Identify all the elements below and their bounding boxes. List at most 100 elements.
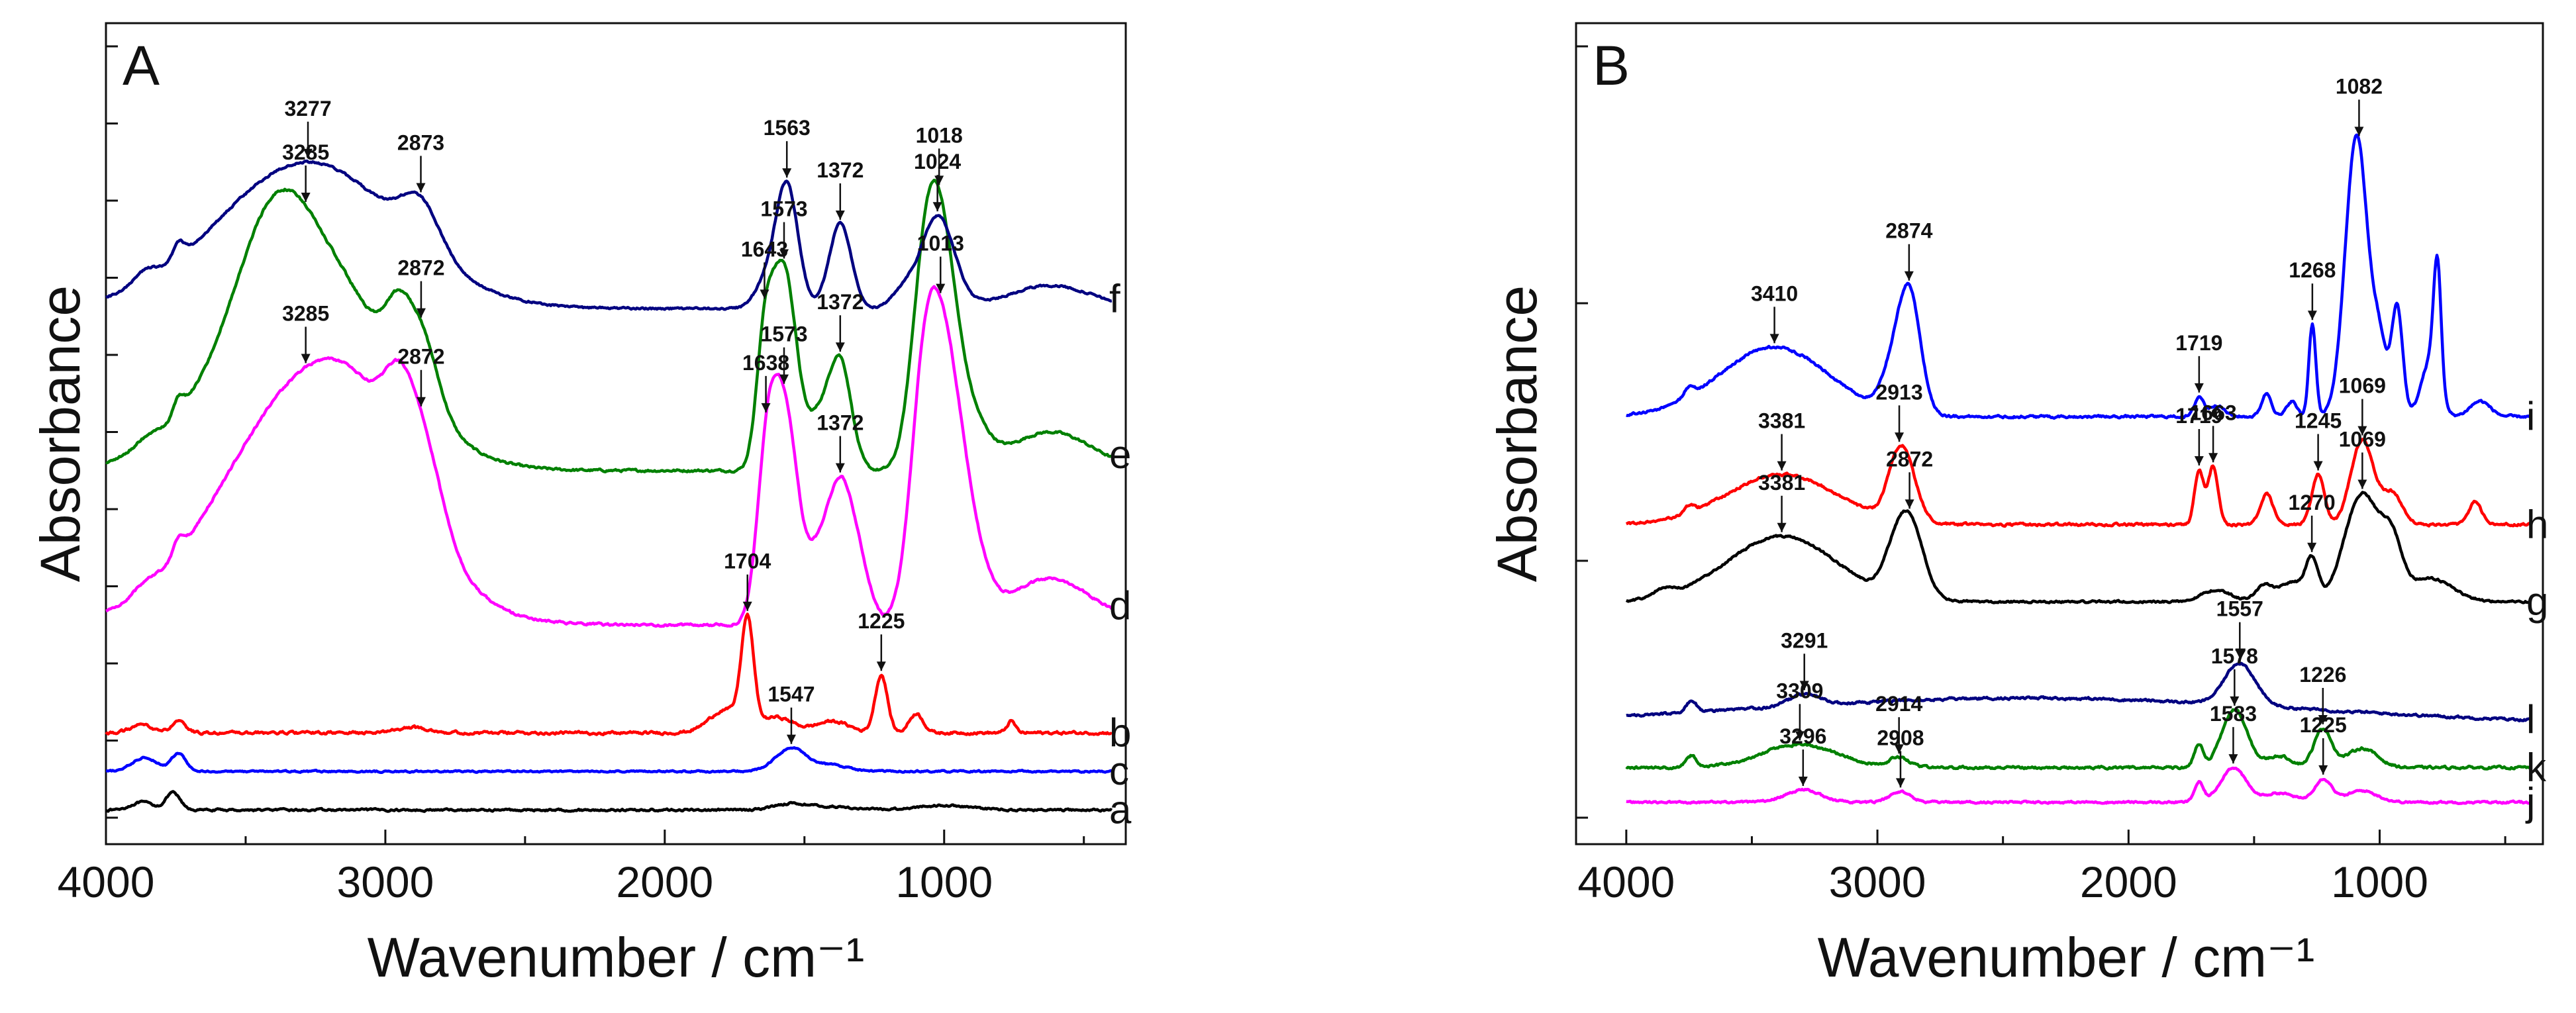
peak-arrowhead — [2318, 714, 2328, 724]
peak-label: 1547 — [768, 683, 815, 706]
x-tick-label: 1000 — [895, 857, 993, 906]
peak-arrowhead — [779, 249, 789, 259]
peak-arrowhead — [2230, 696, 2240, 706]
peak-label: 2873 — [397, 130, 444, 154]
peak-arrowhead — [835, 463, 845, 473]
peak-arrowhead — [2235, 649, 2245, 659]
peak-arrowhead — [932, 202, 942, 212]
panel-b-xlabel: Wavenumber / cm⁻¹ — [1818, 926, 2315, 989]
peak-arrowhead — [416, 183, 426, 193]
peak-label: 1268 — [2289, 258, 2336, 282]
peak-label: 2872 — [1886, 447, 1933, 471]
peak-label: 3410 — [1751, 281, 1798, 305]
panel-a-xlabel: Wavenumber / cm⁻¹ — [368, 926, 865, 989]
peak-label: 1372 — [817, 411, 864, 435]
series-j-line — [1626, 766, 2532, 806]
series-b-label: b — [1109, 710, 1131, 755]
series-f-label: f — [1109, 277, 1120, 321]
peak-label: 1372 — [817, 158, 864, 182]
series-f-line — [105, 159, 1113, 311]
peak-label: 3296 — [1779, 724, 1826, 748]
peak-label: 3309 — [1776, 679, 1823, 702]
peak-label: 1018 — [916, 123, 963, 147]
x-tick-label: 4000 — [58, 857, 155, 906]
x-tick-label: 2000 — [616, 857, 713, 906]
peak-label: 3291 — [1781, 628, 1828, 652]
peak-arrowhead — [301, 354, 311, 363]
panel-a-letter: A — [123, 34, 160, 97]
peak-label: 1563 — [764, 116, 811, 140]
peak-arrowhead — [936, 283, 946, 293]
panel-b-letter: B — [1593, 34, 1630, 97]
peak-arrowhead — [1904, 271, 1914, 281]
peak-arrowhead — [1777, 461, 1787, 471]
peak-label: 1638 — [742, 351, 789, 375]
peak-label: 1573 — [760, 197, 807, 221]
peak-arrowhead — [786, 734, 796, 744]
peak-label: 1719 — [2175, 331, 2222, 355]
series-h-label: h — [2526, 502, 2548, 546]
peak-label: 1578 — [2211, 644, 2258, 668]
peak-arrowhead — [2228, 754, 2238, 764]
series-b-line — [105, 612, 1113, 736]
peak-label: 1719 — [2175, 404, 2222, 428]
peak-label: 1704 — [724, 550, 771, 573]
peak-label: 3277 — [284, 97, 331, 121]
peak-arrowhead — [2194, 456, 2204, 466]
peak-label: 1372 — [817, 290, 864, 314]
peak-label: 2872 — [397, 256, 444, 280]
peak-arrowhead — [1799, 681, 1809, 691]
peak-arrowhead — [301, 192, 311, 202]
x-tick-label: 1000 — [2331, 857, 2428, 906]
peak-label: 2872 — [397, 345, 444, 369]
peak-label: 1643 — [741, 237, 788, 261]
peak-arrowhead — [835, 210, 845, 220]
series-e-label: e — [1109, 432, 1131, 477]
peak-arrowhead — [742, 601, 752, 611]
peak-arrowhead — [835, 342, 845, 352]
peak-label: 1225 — [858, 609, 905, 633]
peak-label: 1583 — [2210, 702, 2257, 726]
peak-arrowhead — [1795, 731, 1805, 741]
series-e-line — [105, 178, 1113, 474]
peak-label: 1069 — [2339, 374, 2386, 398]
series-a-line — [105, 790, 1113, 813]
series-g-line — [1625, 491, 2532, 604]
peak-arrowhead — [1895, 778, 1905, 788]
x-tick-label: 2000 — [2080, 857, 2177, 906]
x-tick-label: 3000 — [1829, 857, 1926, 906]
peak-label: 1270 — [2289, 491, 2336, 514]
peak-arrowhead — [2357, 426, 2367, 436]
peak-arrowhead — [2313, 461, 2323, 471]
peak-arrowhead — [416, 397, 426, 407]
x-tick-label: 3000 — [337, 857, 434, 906]
panel-a-frame — [105, 22, 1127, 845]
peak-arrowhead — [2357, 479, 2367, 489]
peak-arrowhead — [2194, 383, 2204, 393]
peak-arrowhead — [782, 168, 792, 178]
peak-arrowhead — [1895, 432, 1905, 442]
series-k-label: k — [2526, 745, 2547, 789]
peak-label: 3285 — [282, 302, 329, 326]
peak-arrowhead — [2208, 453, 2218, 463]
peak-label: 1245 — [2295, 409, 2342, 433]
series-g-label: g — [2526, 579, 2548, 624]
peak-arrowhead — [303, 148, 313, 158]
series-l-label: l — [2526, 697, 2535, 742]
peak-label: 1082 — [2336, 74, 2383, 98]
peak-label: 1573 — [760, 322, 807, 346]
peak-label: 3381 — [1758, 409, 1805, 433]
series-h-line — [1625, 438, 2531, 528]
peak-label: 2914 — [1875, 692, 1922, 716]
peak-arrowhead — [416, 308, 426, 318]
peak-label: 2874 — [1885, 219, 1932, 243]
series-k-line — [1625, 708, 2532, 771]
series-i-label: i — [2526, 394, 2535, 438]
peak-label: 1557 — [2216, 597, 2263, 621]
peak-label: 3381 — [1758, 471, 1805, 495]
peak-label: 1024 — [914, 150, 961, 173]
panel-a: A Absorbance Wavenumber / cm⁻¹ 4000 3000 2… — [29, 22, 1132, 989]
peak-label: 2913 — [1875, 380, 1922, 404]
peak-arrowhead — [2318, 765, 2328, 775]
